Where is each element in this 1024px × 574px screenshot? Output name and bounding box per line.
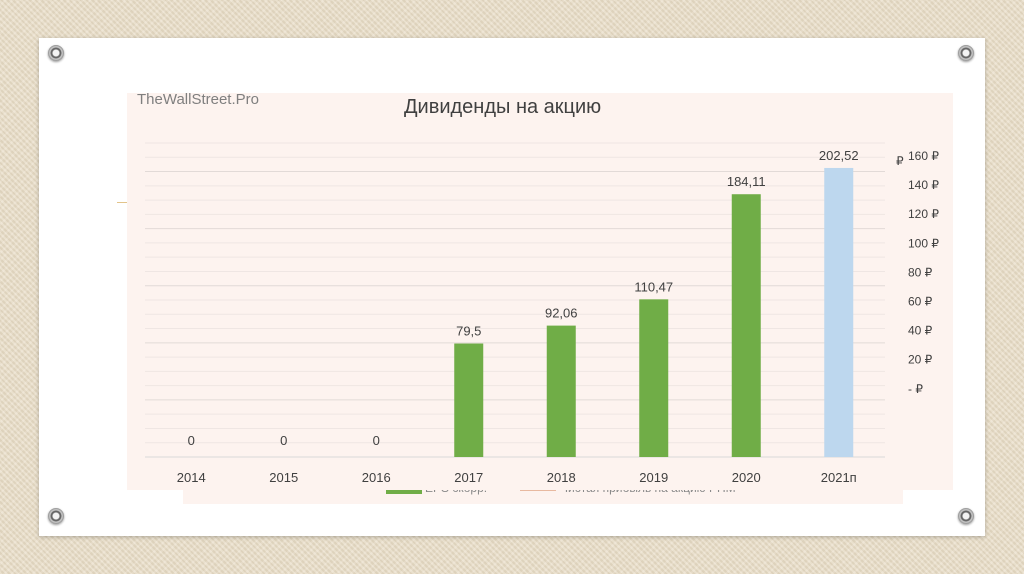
x-tick-label-2017: 2017 [454,470,483,485]
right-axis-tick-label: 120 ₽ [908,207,939,221]
legend-label-eps: EPS скорр. [425,486,487,495]
data-label-2015: 0 [280,433,287,448]
legend-swatch-net-income [520,490,556,491]
data-label-2018: 92,06 [545,306,578,321]
x-tick-label-2018: 2018 [547,470,576,485]
bar-2018 [546,325,576,457]
right-axis-tick-label: 100 ₽ [908,236,939,250]
x-tick-label-2014: 2014 [177,470,206,485]
pin-icon [958,508,974,524]
x-tick-label-2019: 2019 [639,470,668,485]
pin-icon [958,45,974,61]
right-axis-tick-label: - ₽ [908,382,923,396]
right-axis-tick-label: 20 ₽ [908,353,933,367]
right-axis-tick-label: 80 ₽ [908,265,933,279]
data-label-2017: 79,5 [456,324,481,339]
chart-title: Дивиденды на акцию [404,96,602,118]
bar-2021п [824,167,854,457]
data-label-2019: 110,47 [634,279,673,294]
data-label-2021п: 202,52 [819,148,859,163]
x-tick-label-2020: 2020 [732,470,761,485]
chart-panel [127,93,953,490]
data-label-2016: 0 [373,433,380,448]
legend-swatch-eps [386,489,422,494]
data-label-2014: 0 [188,433,195,448]
legend-label-net-income: Чистая прибыль на акцию РПМ [560,486,736,495]
bar-2017 [454,343,484,457]
right-axis-tick-label: 40 ₽ [908,324,933,338]
right-axis-unit-label: ₽ [896,154,904,168]
bar-2020 [731,194,761,457]
x-tick-label-2021п: 2021п [821,470,857,485]
pin-icon [48,508,64,524]
data-label-2020: 184,11 [727,174,766,189]
right-axis-tick-label: 140 ₽ [908,178,939,192]
x-tick-label-2015: 2015 [269,470,298,485]
bar-2019 [639,299,669,457]
x-tick-label-2016: 2016 [362,470,391,485]
right-axis-tick-label: 60 ₽ [908,295,933,309]
stray-mark [117,202,127,203]
watermark: TheWallStreet.Pro [137,91,259,108]
right-axis-tick-label: 160 ₽ [908,149,939,163]
pin-icon [48,45,64,61]
